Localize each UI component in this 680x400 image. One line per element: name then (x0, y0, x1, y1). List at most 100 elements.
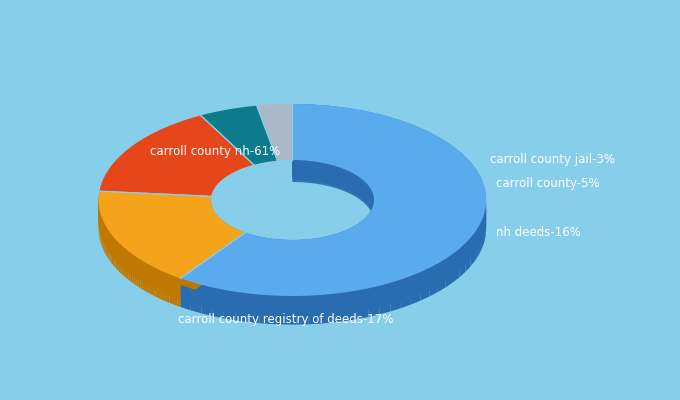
Polygon shape (296, 302, 309, 324)
Polygon shape (180, 106, 486, 298)
Polygon shape (235, 235, 237, 251)
Polygon shape (485, 196, 486, 224)
Polygon shape (233, 234, 234, 250)
Polygon shape (167, 280, 169, 303)
Polygon shape (172, 282, 175, 305)
Text: carroll county-5%: carroll county-5% (496, 178, 600, 190)
Text: nh deeds-16%: nh deeds-16% (496, 226, 581, 238)
Polygon shape (362, 225, 365, 242)
Polygon shape (152, 273, 154, 296)
Polygon shape (150, 272, 152, 295)
Polygon shape (372, 212, 373, 230)
Polygon shape (315, 244, 320, 260)
Polygon shape (180, 116, 486, 308)
Polygon shape (289, 246, 294, 262)
Polygon shape (390, 286, 401, 312)
Polygon shape (99, 191, 245, 278)
Polygon shape (135, 262, 137, 286)
Polygon shape (429, 270, 438, 296)
Polygon shape (99, 195, 245, 282)
Polygon shape (113, 243, 114, 266)
Polygon shape (224, 228, 225, 244)
Polygon shape (237, 236, 239, 252)
Polygon shape (154, 274, 156, 297)
Polygon shape (360, 227, 362, 244)
Polygon shape (159, 276, 162, 300)
Polygon shape (320, 243, 324, 260)
Polygon shape (108, 236, 109, 260)
Polygon shape (127, 256, 129, 280)
Polygon shape (99, 199, 245, 286)
Polygon shape (112, 241, 113, 265)
Polygon shape (131, 259, 133, 283)
Polygon shape (114, 244, 116, 268)
Polygon shape (234, 235, 235, 250)
Polygon shape (180, 114, 486, 306)
Text: carroll county registry of deeds-17%: carroll county registry of deeds-17% (178, 314, 393, 326)
Polygon shape (165, 279, 167, 302)
Polygon shape (299, 246, 305, 262)
Polygon shape (273, 246, 279, 262)
Polygon shape (123, 254, 125, 277)
Polygon shape (99, 116, 254, 196)
Polygon shape (102, 225, 103, 248)
Polygon shape (260, 301, 272, 324)
Polygon shape (99, 193, 245, 280)
Polygon shape (338, 238, 342, 255)
Polygon shape (369, 218, 371, 235)
Polygon shape (177, 284, 180, 307)
Polygon shape (401, 282, 411, 308)
Polygon shape (147, 270, 150, 294)
Polygon shape (346, 235, 350, 252)
Polygon shape (99, 203, 245, 290)
Polygon shape (222, 227, 224, 243)
Polygon shape (213, 294, 224, 318)
Polygon shape (453, 255, 460, 282)
Polygon shape (180, 285, 190, 310)
Polygon shape (305, 246, 309, 262)
Polygon shape (99, 205, 245, 292)
Polygon shape (224, 296, 235, 320)
Polygon shape (367, 220, 369, 238)
Polygon shape (479, 227, 482, 255)
Polygon shape (379, 290, 390, 314)
Polygon shape (122, 252, 123, 276)
Polygon shape (180, 124, 486, 316)
Polygon shape (180, 110, 486, 302)
Polygon shape (259, 243, 264, 260)
Polygon shape (106, 233, 107, 257)
Polygon shape (254, 242, 259, 258)
Polygon shape (482, 221, 484, 249)
Polygon shape (460, 250, 465, 277)
Polygon shape (350, 233, 354, 250)
Polygon shape (180, 108, 486, 300)
Polygon shape (333, 299, 345, 322)
Polygon shape (284, 246, 289, 262)
Polygon shape (231, 233, 233, 249)
Polygon shape (357, 229, 360, 246)
Polygon shape (279, 246, 284, 262)
Polygon shape (242, 238, 243, 254)
Polygon shape (244, 239, 245, 255)
Polygon shape (99, 191, 245, 278)
Polygon shape (110, 240, 112, 263)
Polygon shape (369, 292, 379, 317)
Polygon shape (105, 232, 106, 255)
Polygon shape (239, 237, 241, 253)
Polygon shape (294, 246, 299, 262)
Polygon shape (103, 228, 104, 252)
Polygon shape (99, 201, 245, 288)
Polygon shape (175, 283, 177, 306)
Polygon shape (99, 207, 245, 294)
Polygon shape (145, 269, 147, 292)
Polygon shape (99, 211, 245, 298)
Polygon shape (129, 258, 131, 281)
Polygon shape (420, 274, 429, 301)
Polygon shape (241, 238, 242, 253)
Polygon shape (235, 298, 248, 322)
Polygon shape (269, 245, 273, 261)
Text: carroll county jail-3%: carroll county jail-3% (490, 154, 615, 166)
Polygon shape (143, 268, 145, 291)
Polygon shape (180, 120, 486, 312)
Polygon shape (250, 241, 254, 257)
